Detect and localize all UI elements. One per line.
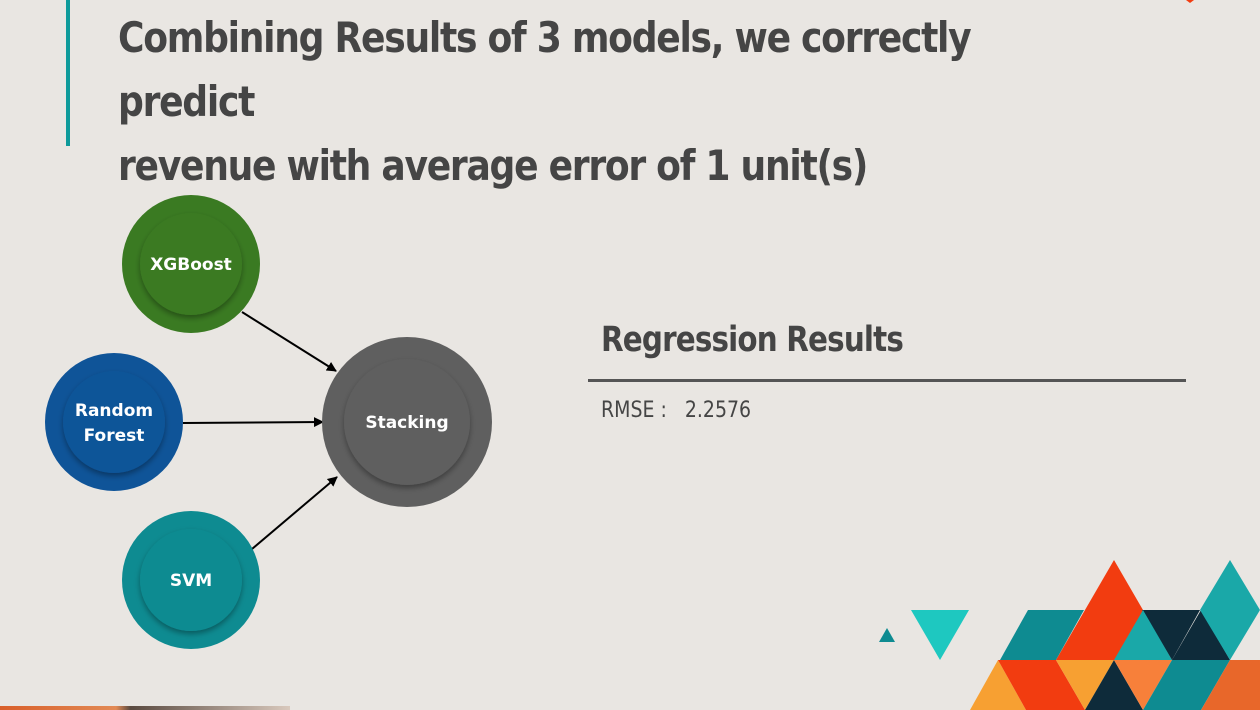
slide-title-line2: revenue with average error of 1 unit(s) [118, 141, 868, 190]
bottom-color-strip [0, 706, 290, 710]
arrow-xgboost-to-stacking [241, 311, 337, 372]
node-stacking-label: Stacking [365, 413, 448, 433]
deco-teal-parallelogram [1000, 610, 1084, 660]
title-accent-bar [66, 0, 70, 146]
node-xgboost: XGBoost [122, 195, 260, 333]
deco-teal-small-triangle [1114, 610, 1172, 660]
rmse-label: RMSE : [601, 398, 667, 423]
node-xgboost-label: XGBoost [150, 255, 232, 275]
light-teal-down-triangle [911, 610, 969, 660]
arrow-svm-to-stacking [251, 476, 338, 550]
slide-title: Combining Results of 3 models, we correc… [118, 6, 1030, 198]
node-random-forest: Random Forest [45, 353, 183, 491]
node-random-forest-label-line1: Random [75, 401, 153, 421]
arrow-random-forest-to-stacking [182, 417, 324, 428]
node-svm: SVM [122, 511, 260, 649]
small-teal-triangle [879, 628, 895, 642]
deco-navy-triangle [1142, 610, 1200, 660]
deco-orange-corner [1201, 660, 1260, 710]
rmse-value: 2.2576 [684, 398, 752, 423]
rmse-row: RMSE : 2.2576 [601, 396, 751, 426]
regression-results-heading: Regression Results [601, 320, 904, 360]
node-stacking: Stacking [322, 337, 492, 507]
deco-top-red-mark [1186, 0, 1194, 3]
deco-teal-diamond [1200, 560, 1260, 660]
node-svm-label: SVM [170, 571, 212, 591]
deco-orange-bottom-triangle [1114, 660, 1172, 710]
node-random-forest-label-line2: Forest [84, 426, 145, 446]
model-stacking-diagram: XGBoost Random Forest SVM Stacking [45, 195, 492, 649]
deco-orange-triangle [970, 660, 1026, 710]
deco-navy-triangle-2 [1172, 610, 1230, 660]
deco-orange-down-triangle [1056, 660, 1114, 710]
deco-navy-bottom-triangle [1085, 660, 1143, 710]
slide-title-line1: Combining Results of 3 models, we correc… [118, 13, 972, 126]
results-divider [588, 379, 1186, 382]
